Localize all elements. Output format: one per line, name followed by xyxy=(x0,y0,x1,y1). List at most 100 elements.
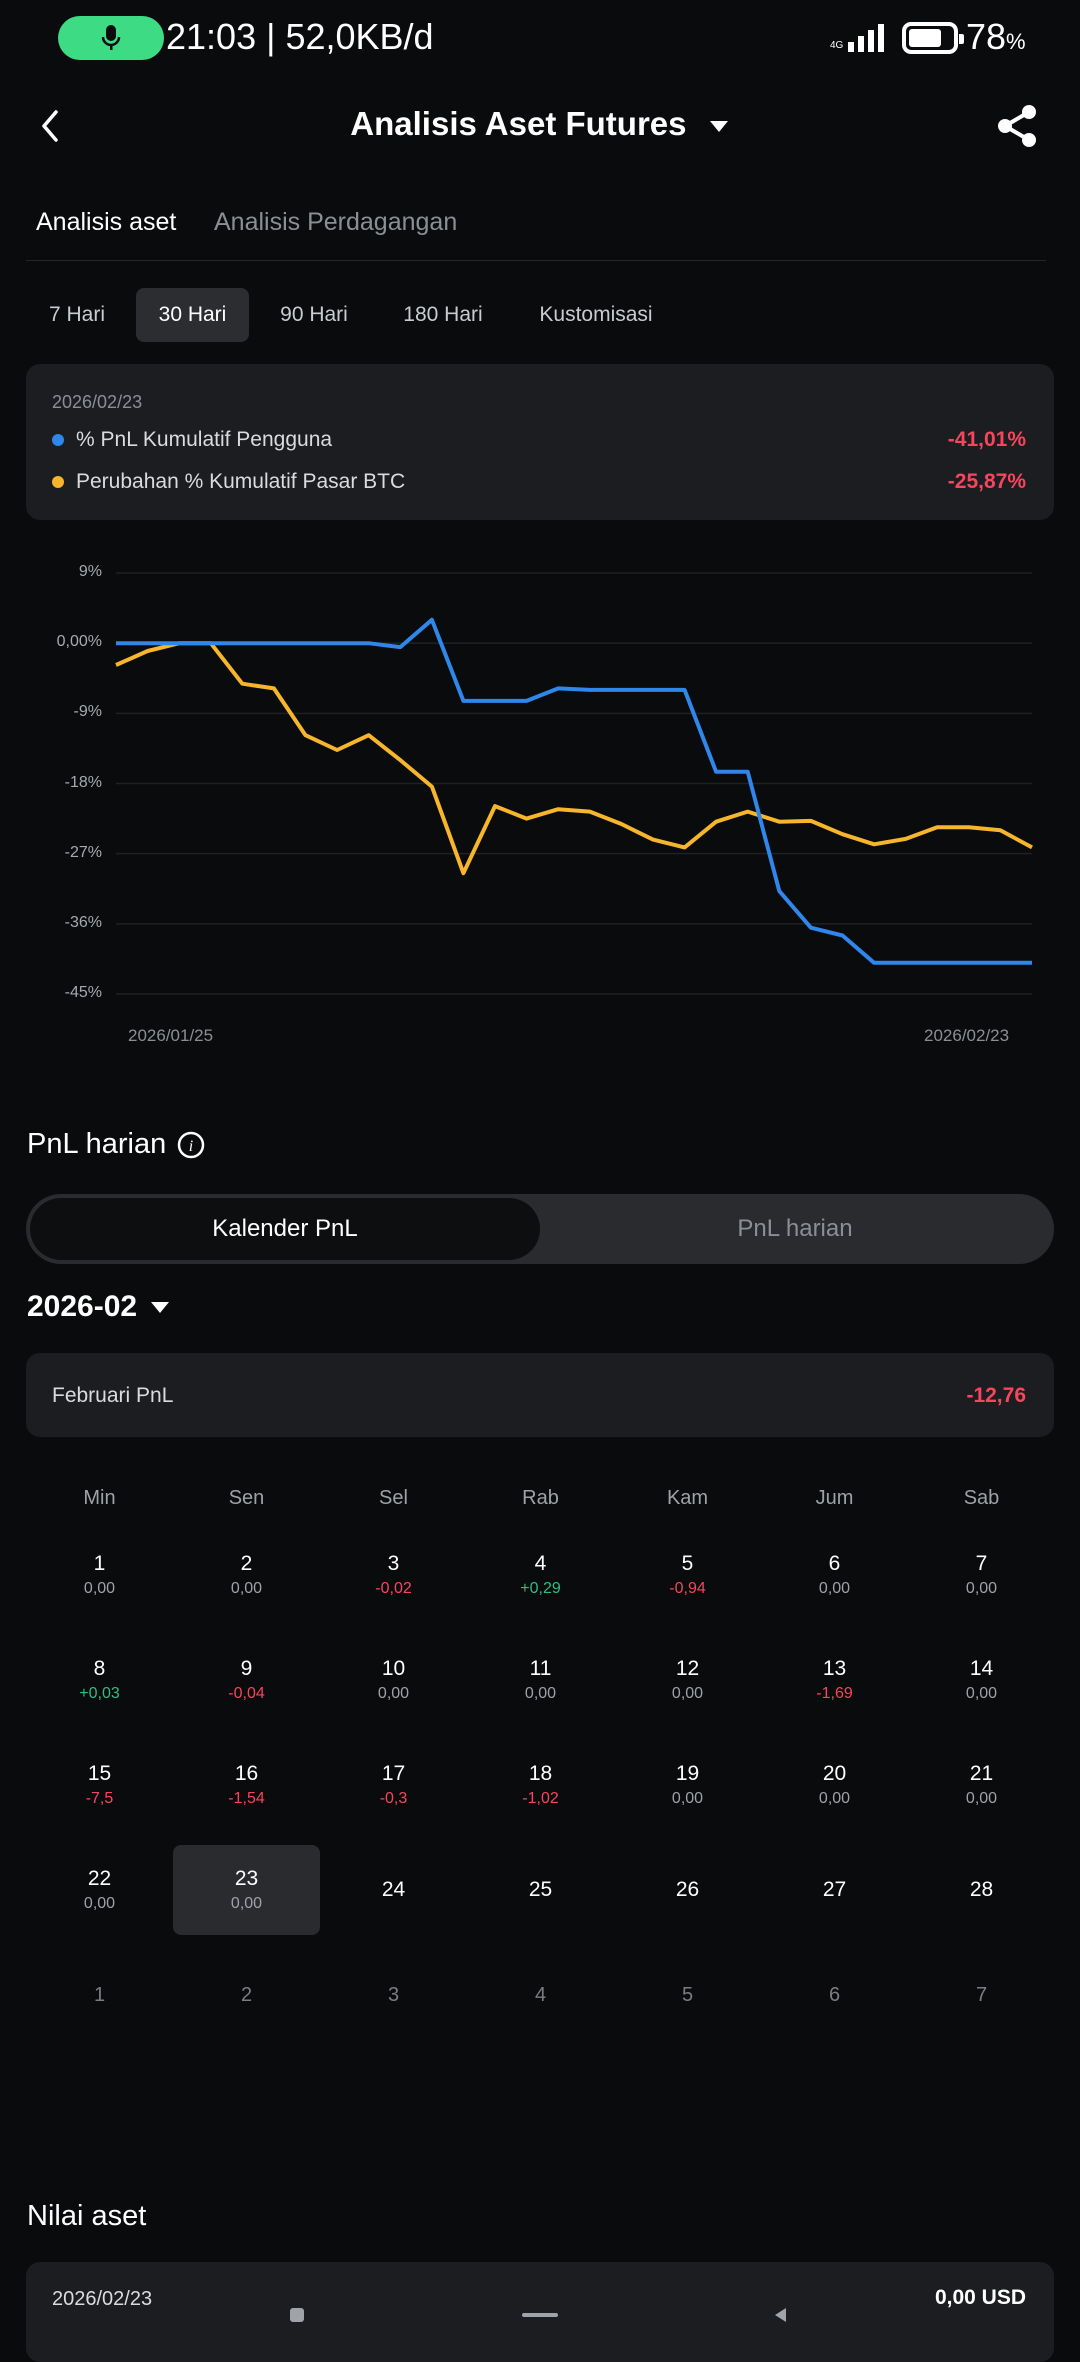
weekday-label: Jum xyxy=(815,1487,854,1509)
calendar-day[interactable]: 26 xyxy=(614,1845,761,1935)
pnl-line-chart[interactable] xyxy=(0,0,1080,1100)
calendar-day-pnl: -0,04 xyxy=(228,1685,265,1702)
calendar-day-pnl: 0,00 xyxy=(965,1790,998,1807)
calendar-day-pnl: 0,00 xyxy=(965,1685,998,1702)
calendar-day-pnl: 0,00 xyxy=(671,1790,704,1807)
user-series-dot xyxy=(52,434,64,446)
calendar-day-pnl: -1,69 xyxy=(816,1685,853,1702)
calendar-day[interactable]: 13 -1,69 xyxy=(761,1635,908,1725)
page-title-text: Analisis Aset Futures xyxy=(350,105,687,142)
share-icon[interactable] xyxy=(996,104,1038,148)
calendar-day-number: 23 xyxy=(234,1867,259,1890)
calendar-day: 2 xyxy=(173,1950,320,2040)
weekday-label: Sab xyxy=(963,1487,1000,1509)
pnl-harian-title-text: PnL harian xyxy=(27,1128,167,1160)
calendar-day[interactable]: 3 -0,02 xyxy=(320,1530,467,1620)
calendar-day[interactable]: 19 0,00 xyxy=(614,1740,761,1830)
calendar-day-number: 13 xyxy=(822,1657,847,1680)
calendar-day[interactable]: 7 0,00 xyxy=(908,1530,1055,1620)
range-kustomisasi[interactable]: Kustomisasi xyxy=(539,303,653,326)
back-nav-icon[interactable] xyxy=(772,2306,788,2324)
calendar-day[interactable]: 4 +0,29 xyxy=(467,1530,614,1620)
calendar-day[interactable]: 25 xyxy=(467,1845,614,1935)
range-180-hari[interactable]: 180 Hari xyxy=(403,303,483,326)
btc-series-dot xyxy=(52,476,64,488)
calendar-day[interactable]: 14 0,00 xyxy=(908,1635,1055,1725)
calendar-day[interactable]: 9 -0,04 xyxy=(173,1635,320,1725)
calendar-day-pnl: 0,00 xyxy=(524,1685,557,1702)
weekday-label: Min xyxy=(83,1487,116,1509)
calendar-day-number: 18 xyxy=(528,1762,553,1785)
calendar-day[interactable]: 15 -7,5 xyxy=(26,1740,173,1830)
calendar-day-number: 9 xyxy=(240,1657,253,1680)
calendar-day: 6 xyxy=(761,1950,908,2040)
back-icon[interactable] xyxy=(38,108,62,144)
y-tick-label: -9% xyxy=(73,703,102,721)
calendar-day-number: 19 xyxy=(675,1762,700,1785)
home-button[interactable] xyxy=(522,2313,558,2317)
calendar-day[interactable]: 20 0,00 xyxy=(761,1740,908,1830)
calendar-day[interactable]: 16 -1,54 xyxy=(173,1740,320,1830)
legend-card xyxy=(26,364,1054,520)
status-time-network: 21:03 | 52,0KB/d xyxy=(166,16,434,57)
page-title[interactable]: Analisis Aset Futures xyxy=(0,105,1080,143)
calendar-day[interactable]: 5 -0,94 xyxy=(614,1530,761,1620)
calendar-day-pnl: +0,03 xyxy=(79,1685,120,1702)
calendar-day[interactable]: 21 0,00 xyxy=(908,1740,1055,1830)
recent-apps-button[interactable] xyxy=(290,2308,304,2322)
calendar-day[interactable]: 28 xyxy=(908,1845,1055,1935)
month-selector-text: 2026-02 xyxy=(27,1290,138,1323)
battery-percent-sign: % xyxy=(1006,29,1026,54)
mic-indicator xyxy=(58,16,164,60)
calendar-day-pnl: 0,00 xyxy=(83,1895,116,1912)
x-tick-end: 2026/02/23 xyxy=(924,1026,1010,1045)
calendar-day[interactable]: 17 -0,3 xyxy=(320,1740,467,1830)
segment-kalender-pnl[interactable]: Kalender PnL xyxy=(30,1198,540,1260)
calendar-day-number: 11 xyxy=(529,1657,552,1680)
range-30-hari[interactable]: 30 Hari xyxy=(136,288,249,342)
calendar-day[interactable]: 2 0,00 xyxy=(173,1530,320,1620)
calendar-day[interactable]: 22 0,00 xyxy=(26,1845,173,1935)
calendar-day: 5 xyxy=(614,1950,761,2040)
calendar-day-number: 14 xyxy=(969,1657,994,1680)
calendar-day[interactable]: 1 0,00 xyxy=(26,1530,173,1620)
legend-user: % PnL Kumulatif Pengguna xyxy=(52,428,332,452)
calendar-day[interactable]: 24 xyxy=(320,1845,467,1935)
calendar-day: 1 xyxy=(26,1950,173,2040)
calendar-day-number: 26 xyxy=(675,1878,700,1901)
y-tick-label: 9% xyxy=(78,563,102,580)
month-selector[interactable]: 2026-02 xyxy=(27,1290,171,1324)
tab-analisis-perdagangan[interactable]: Analisis Perdagangan xyxy=(214,208,458,236)
calendar-day-pnl: 0,00 xyxy=(818,1790,851,1807)
calendar-day[interactable]: 27 xyxy=(761,1845,908,1935)
weekday-label: Kam xyxy=(666,1487,709,1509)
legend-btc-value: -25,87% xyxy=(947,470,1026,493)
calendar-day[interactable]: 8 +0,03 xyxy=(26,1635,173,1725)
calendar-day-pnl: -0,94 xyxy=(669,1580,706,1597)
battery-icon xyxy=(902,22,964,54)
range-7-hari[interactable]: 7 Hari xyxy=(48,303,106,326)
microphone-icon xyxy=(101,25,121,50)
range-90-hari[interactable]: 90 Hari xyxy=(280,303,348,326)
calendar-day[interactable]: 12 0,00 xyxy=(614,1635,761,1725)
calendar-day[interactable]: 6 0,00 xyxy=(761,1530,908,1620)
calendar-day[interactable]: 10 0,00 xyxy=(320,1635,467,1725)
info-icon[interactable]: i xyxy=(176,1130,206,1160)
calendar-day-pnl: -0,3 xyxy=(379,1790,408,1807)
tab-analisis-aset[interactable]: Analisis aset xyxy=(36,208,177,236)
battery-level: 78% xyxy=(966,16,1026,58)
calendar-day-pnl: -0,02 xyxy=(375,1580,412,1597)
calendar-day-number: 17 xyxy=(381,1762,406,1785)
calendar-day-number: 3 xyxy=(387,1984,400,2006)
calendar-day-pnl: -7,5 xyxy=(85,1790,114,1807)
calendar-day[interactable]: 18 -1,02 xyxy=(467,1740,614,1830)
legend-user-label: % PnL Kumulatif Pengguna xyxy=(76,428,333,451)
calendar-day-pnl: -1,54 xyxy=(228,1790,265,1807)
calendar-day[interactable]: 11 0,00 xyxy=(467,1635,614,1725)
calendar-day-pnl: 0,00 xyxy=(671,1685,704,1702)
segment-pnl-harian[interactable]: PnL harian xyxy=(737,1215,853,1242)
calendar-day-number: 1 xyxy=(93,1552,106,1575)
calendar-day-today[interactable]: 23 0,00 xyxy=(173,1845,320,1935)
calendar-day-pnl: +0,29 xyxy=(520,1580,561,1597)
legend-date: 2026/02/23 xyxy=(52,392,143,412)
